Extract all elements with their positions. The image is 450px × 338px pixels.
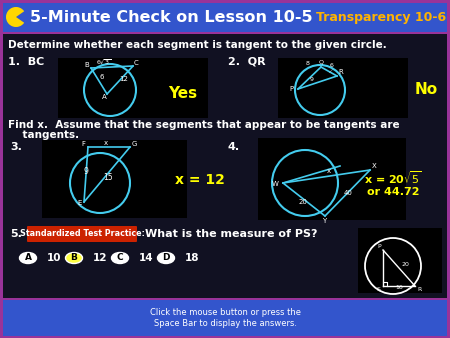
Bar bbox=[3, 300, 447, 336]
Ellipse shape bbox=[66, 252, 82, 264]
Text: tangents.: tangents. bbox=[8, 130, 79, 140]
Text: 15: 15 bbox=[103, 173, 112, 182]
Text: x: x bbox=[327, 168, 331, 174]
FancyBboxPatch shape bbox=[27, 226, 137, 242]
Text: G: G bbox=[132, 141, 137, 147]
Bar bbox=[3, 3, 447, 32]
Text: 10: 10 bbox=[47, 253, 62, 263]
Text: x: x bbox=[104, 140, 108, 146]
Bar bbox=[58, 58, 208, 118]
Text: C: C bbox=[134, 60, 139, 66]
Bar bbox=[278, 58, 408, 118]
Text: 16: 16 bbox=[395, 285, 403, 290]
Text: 40: 40 bbox=[344, 190, 353, 196]
Text: S: S bbox=[377, 287, 381, 292]
Bar bbox=[3, 34, 447, 298]
Ellipse shape bbox=[158, 252, 175, 264]
Bar bbox=[258, 138, 406, 220]
Text: R: R bbox=[338, 69, 343, 75]
Text: 14: 14 bbox=[139, 253, 153, 263]
Text: 1.  BC: 1. BC bbox=[8, 57, 44, 67]
Text: P: P bbox=[289, 86, 293, 92]
Text: Y: Y bbox=[322, 218, 326, 224]
Text: A: A bbox=[24, 254, 32, 263]
Ellipse shape bbox=[19, 252, 36, 264]
Text: Click the mouse button or press the
Space Bar to display the answers.: Click the mouse button or press the Spac… bbox=[149, 308, 301, 328]
Text: X: X bbox=[372, 163, 377, 169]
Text: Transparency 10-6: Transparency 10-6 bbox=[316, 10, 446, 24]
Text: —: — bbox=[328, 68, 335, 75]
Text: 12: 12 bbox=[93, 253, 108, 263]
Text: A: A bbox=[102, 94, 107, 100]
Text: 5-Minute Check on Lesson 10-5: 5-Minute Check on Lesson 10-5 bbox=[30, 9, 313, 24]
Text: Yes: Yes bbox=[168, 86, 197, 100]
Text: No: No bbox=[415, 82, 438, 97]
Text: P: P bbox=[377, 244, 381, 249]
Text: 6: 6 bbox=[330, 63, 334, 68]
Text: 12: 12 bbox=[119, 76, 128, 82]
Text: 20: 20 bbox=[299, 199, 308, 205]
Text: F: F bbox=[81, 141, 85, 147]
Bar bbox=[42, 140, 187, 218]
Text: 9: 9 bbox=[84, 167, 89, 176]
Text: What is the measure of PS?: What is the measure of PS? bbox=[145, 229, 318, 239]
Text: x = 12: x = 12 bbox=[175, 173, 225, 187]
Text: Standardized Test Practice:: Standardized Test Practice: bbox=[19, 230, 144, 239]
Text: C: C bbox=[117, 254, 123, 263]
Text: x = 20$\sqrt{5}$
or 44.72: x = 20$\sqrt{5}$ or 44.72 bbox=[364, 169, 422, 197]
Text: B: B bbox=[71, 254, 77, 263]
Ellipse shape bbox=[112, 252, 129, 264]
Text: Determine whether each segment is tangent to the given circle.: Determine whether each segment is tangen… bbox=[8, 40, 387, 50]
Text: $6\sqrt{3}$: $6\sqrt{3}$ bbox=[96, 57, 112, 66]
Text: 5.: 5. bbox=[10, 229, 22, 239]
Text: Find x.  Assume that the segments that appear to be tangents are: Find x. Assume that the segments that ap… bbox=[8, 120, 400, 130]
Wedge shape bbox=[6, 7, 24, 27]
Text: D: D bbox=[162, 254, 170, 263]
Text: W: W bbox=[272, 181, 279, 187]
Text: 9: 9 bbox=[310, 77, 314, 82]
Text: Q: Q bbox=[319, 60, 324, 65]
Text: 20: 20 bbox=[402, 262, 410, 267]
Text: 18: 18 bbox=[185, 253, 199, 263]
Text: 3.: 3. bbox=[10, 142, 22, 152]
Text: B: B bbox=[84, 62, 89, 68]
Text: 4.: 4. bbox=[228, 142, 240, 152]
Text: 8: 8 bbox=[306, 61, 310, 66]
Text: E: E bbox=[77, 200, 81, 206]
Text: 2.  QR: 2. QR bbox=[228, 57, 266, 67]
Bar bbox=[358, 228, 442, 293]
Text: R: R bbox=[417, 287, 421, 292]
Text: 6: 6 bbox=[100, 74, 104, 80]
